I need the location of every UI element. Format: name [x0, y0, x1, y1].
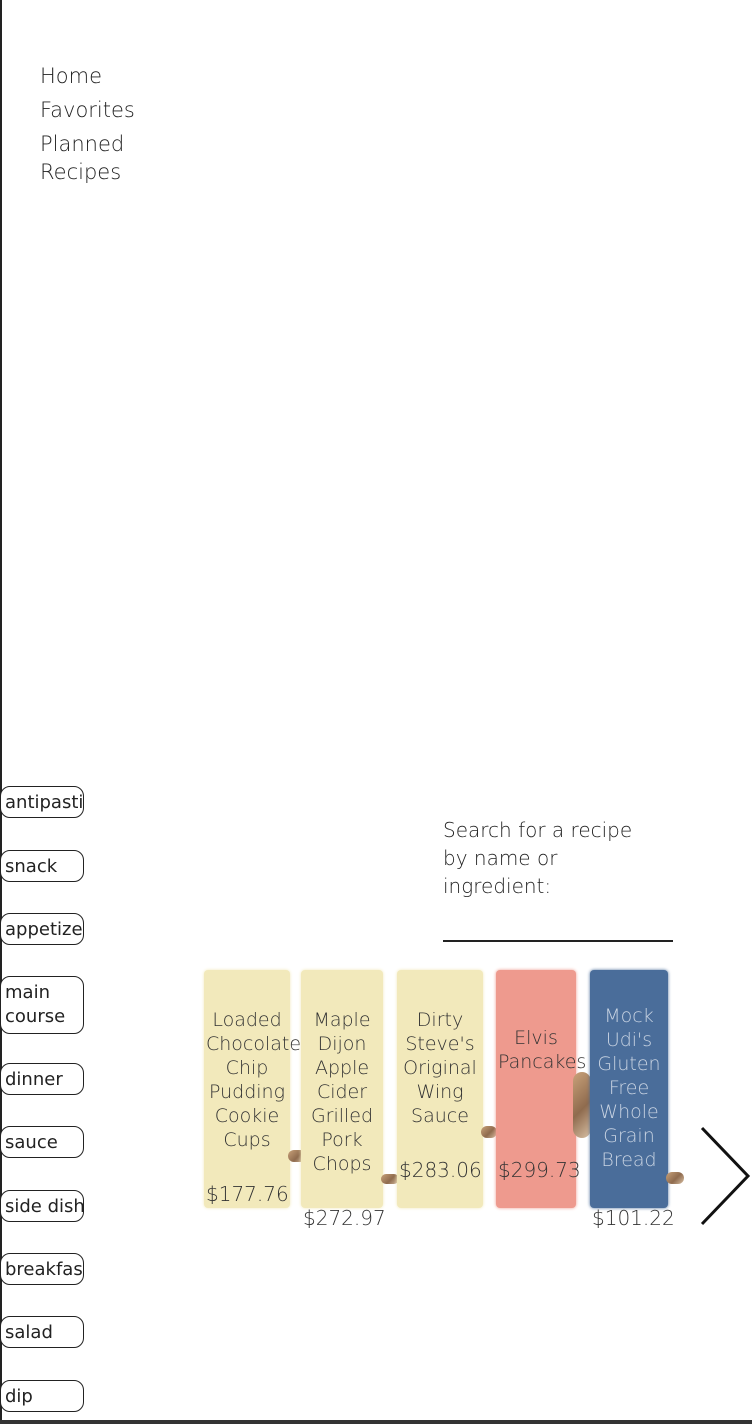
recipe-title: Maple Dijon Apple Cider Grilled Pork Cho…: [310, 1009, 374, 1175]
recipe-price: $283.06: [399, 1158, 482, 1182]
recipe-price: $101.22: [592, 1206, 675, 1230]
category-dinner[interactable]: dinner: [0, 1063, 84, 1095]
chevron-right-icon[interactable]: [696, 1124, 752, 1228]
recipe-card[interactable]: Loaded Chocolate Chip Pudding Cookie Cup…: [204, 970, 302, 1208]
search-input[interactable]: [443, 906, 673, 942]
category-antipasti[interactable]: antipasti: [0, 786, 84, 818]
recipe-title: Elvis Pancakes: [498, 1027, 587, 1073]
category-salad[interactable]: salad: [0, 1316, 84, 1348]
category-sauce[interactable]: sauce: [0, 1126, 84, 1158]
recipe-card[interactable]: Elvis Pancakes $299.73: [496, 970, 587, 1208]
recipe-card[interactable]: Maple Dijon Apple Cider Grilled Pork Cho…: [301, 970, 386, 1230]
nav-home[interactable]: Home: [40, 64, 103, 88]
category-appetizer[interactable]: appetizer: [0, 913, 84, 945]
recipe-card[interactable]: Mock Udi's Gluten Free Whole Grain Bread…: [590, 970, 675, 1230]
nav-planned-line2: Recipes: [40, 160, 122, 184]
nav-planned-recipes[interactable]: Planned Recipes: [40, 130, 124, 186]
category-breakfast[interactable]: breakfast: [0, 1253, 84, 1285]
category-side-dish[interactable]: side dish: [0, 1190, 84, 1222]
recipe-thumbnail[interactable]: [481, 1126, 497, 1138]
category-dip[interactable]: dip: [0, 1380, 84, 1412]
category-main-course[interactable]: main course: [0, 976, 84, 1034]
bottom-border: [0, 1420, 752, 1424]
nav-planned-line1: Planned: [40, 132, 125, 156]
recipe-thumbnail[interactable]: [666, 1172, 684, 1184]
recipe-title: Loaded Chocolate Chip Pudding Cookie Cup…: [206, 1009, 302, 1151]
search-label: Search for a recipe by name or ingredien…: [443, 818, 633, 898]
recipe-price: $299.73: [498, 1158, 581, 1182]
recipe-thumbnail[interactable]: [573, 1072, 591, 1138]
category-snack[interactable]: snack: [0, 850, 84, 882]
recipe-price: $177.76: [206, 1182, 289, 1206]
left-border: [0, 0, 2, 1424]
nav-favorites[interactable]: Favorites: [40, 98, 135, 122]
recipe-title: Dirty Steve's Original Wing Sauce: [403, 1009, 477, 1127]
recipe-thumbnail[interactable]: [381, 1174, 399, 1184]
recipe-card[interactable]: Dirty Steve's Original Wing Sauce $283.0…: [397, 970, 483, 1208]
recipe-price: $272.97: [303, 1206, 386, 1230]
main-nav: Home Favorites Planned Recipes: [40, 62, 150, 192]
recipe-title: Mock Udi's Gluten Free Whole Grain Bread: [597, 1005, 661, 1171]
